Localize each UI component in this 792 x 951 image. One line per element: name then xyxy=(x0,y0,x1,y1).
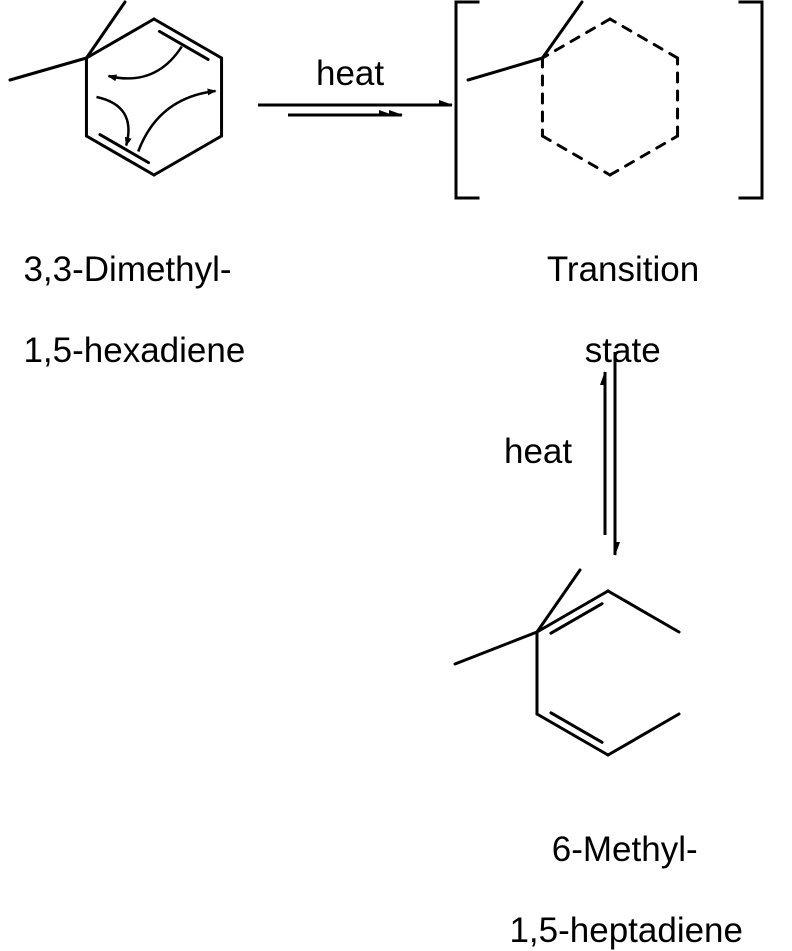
transition-label: Transition state xyxy=(528,210,698,371)
product-line2: 1,5-heptadiene xyxy=(509,911,743,950)
reaction-diagram xyxy=(0,0,792,881)
reactant-line1: 3,3-Dimethyl- xyxy=(23,250,231,289)
transition-line1: Transition xyxy=(547,250,699,289)
reactant-label: 3,3-Dimethyl- 1,5-hexadiene xyxy=(4,210,245,371)
heat-label-2: heat xyxy=(504,432,572,472)
product-label: 6-Methyl- 1,5-heptadiene xyxy=(490,790,740,951)
heat-label-1: heat xyxy=(316,54,384,94)
transition-line2: state xyxy=(585,331,661,370)
product-line1: 6-Methyl- xyxy=(552,830,698,869)
reactant-line2: 1,5-hexadiene xyxy=(23,331,245,370)
